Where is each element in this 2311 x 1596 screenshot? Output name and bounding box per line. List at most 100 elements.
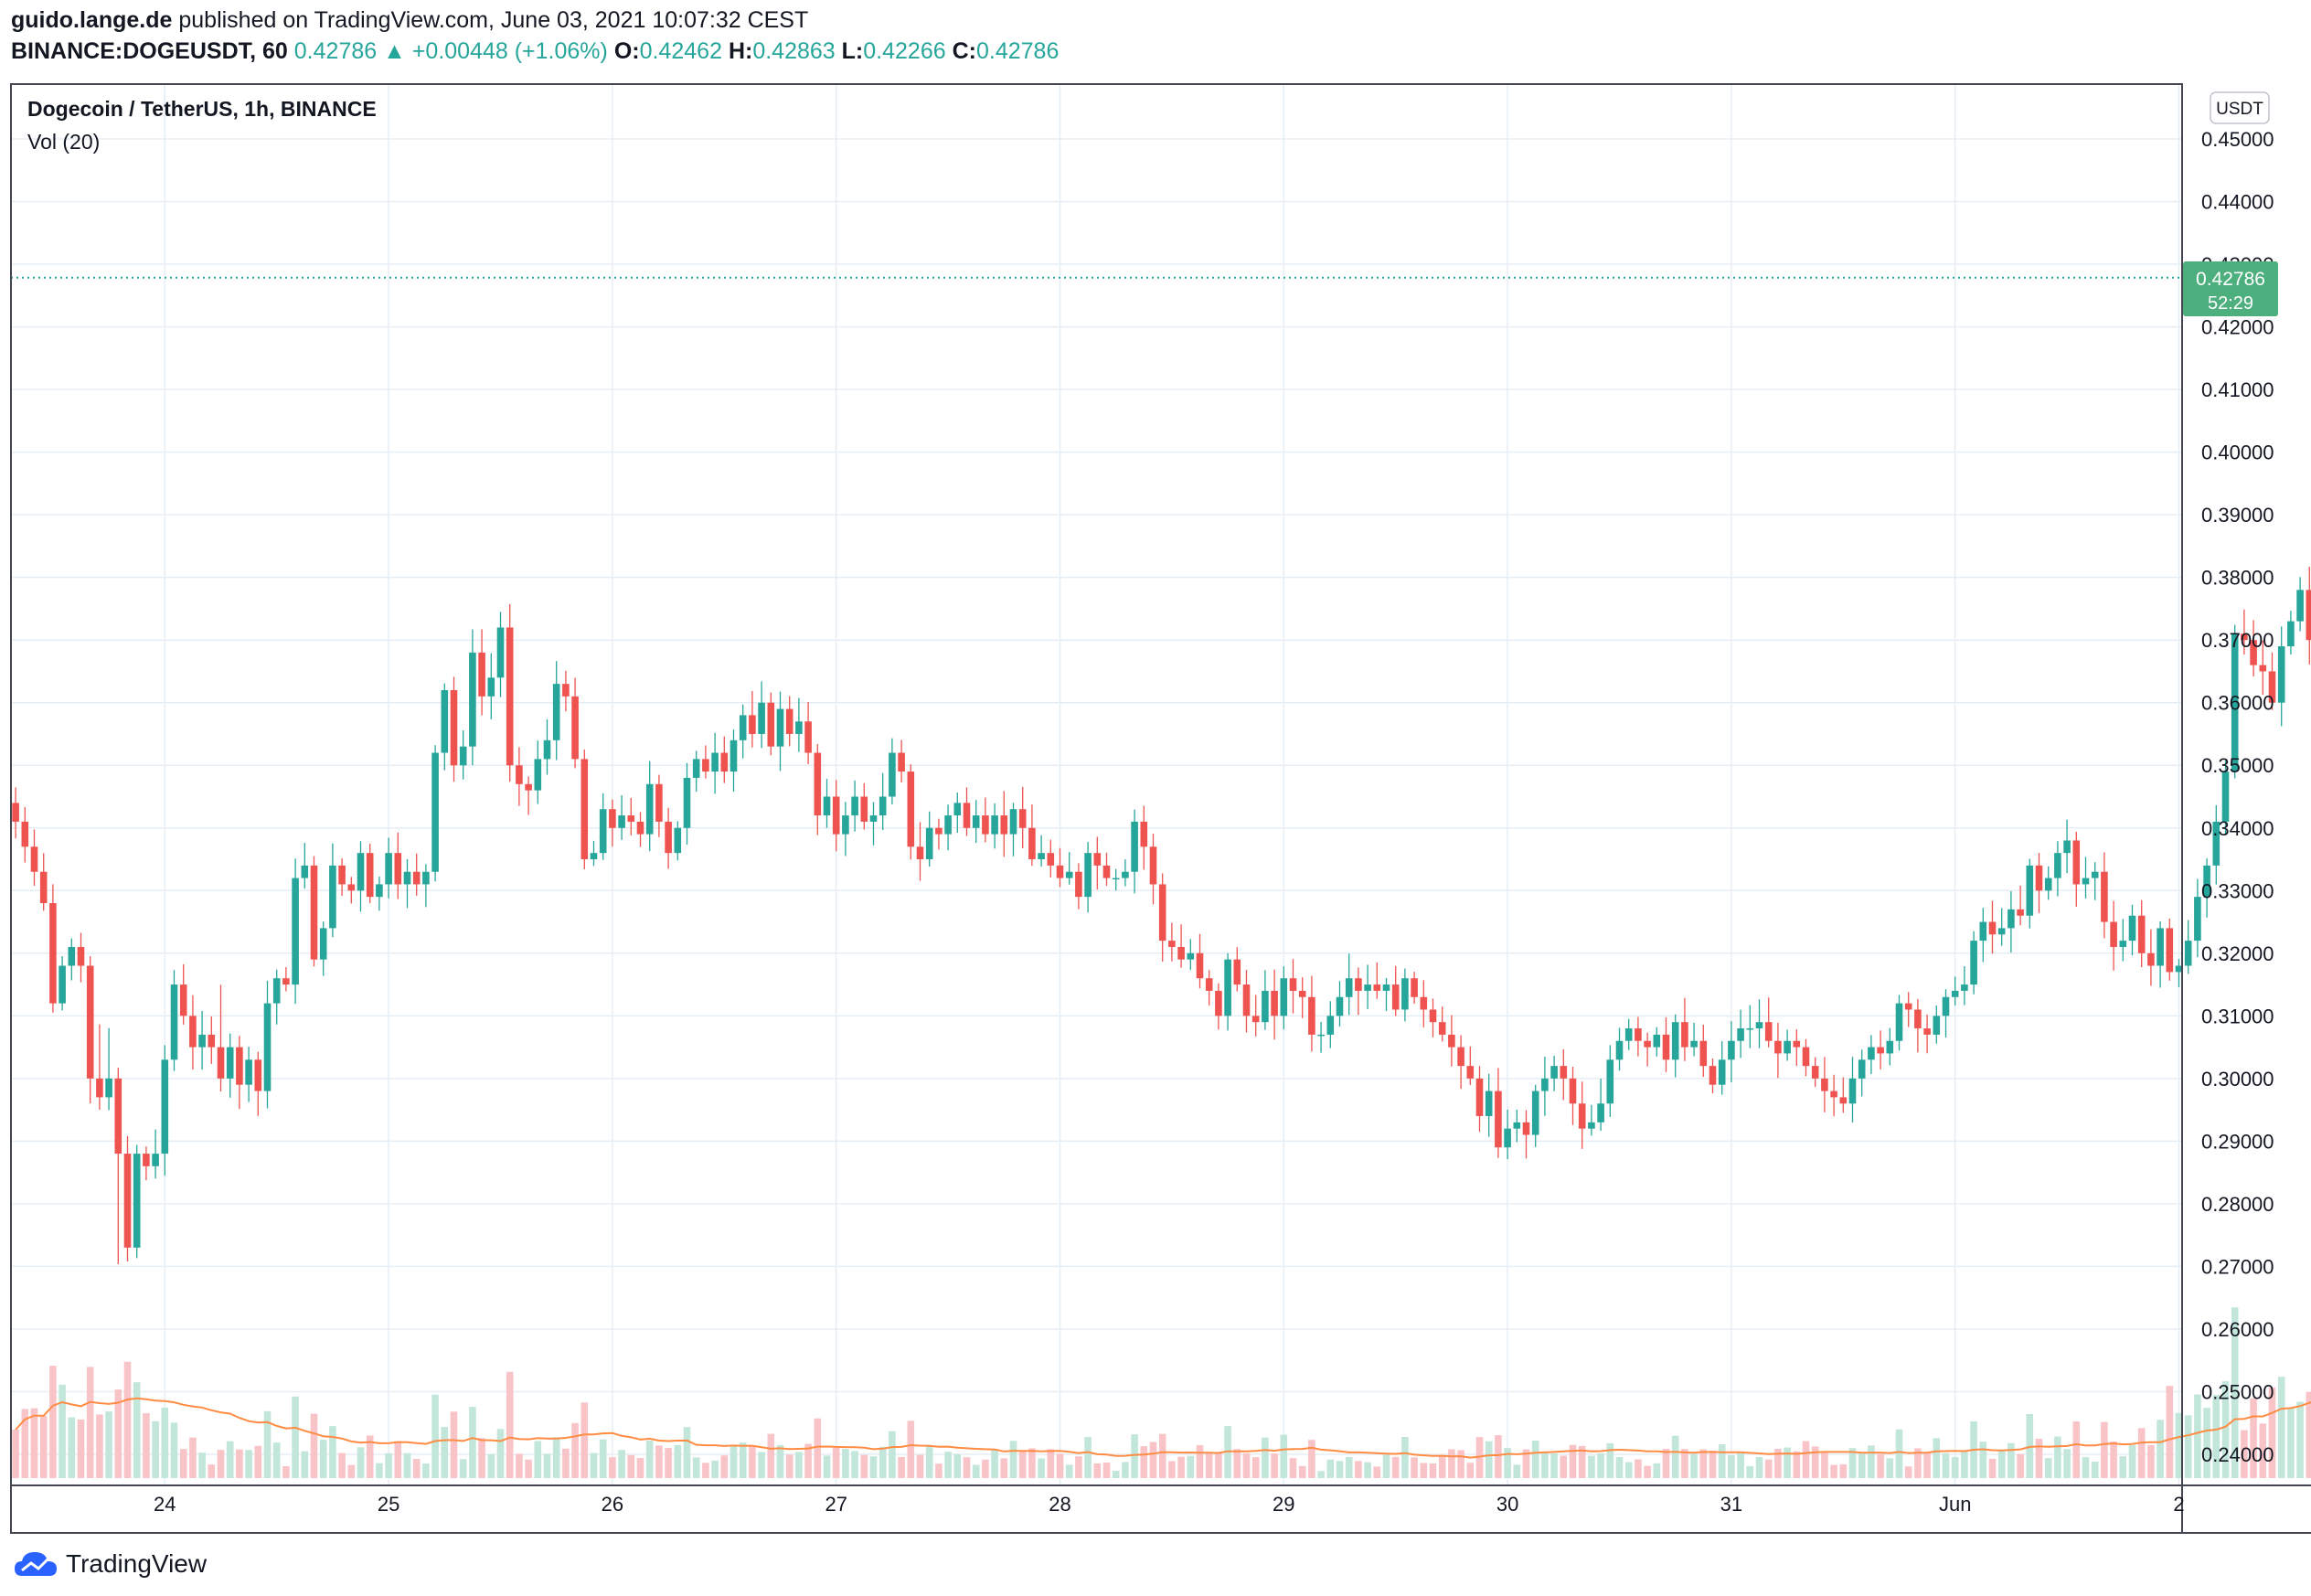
candle-body — [1187, 952, 1195, 960]
volume-bar — [1848, 1448, 1857, 1478]
candle-body — [1606, 1059, 1614, 1104]
volume-bar — [2212, 1395, 2220, 1478]
volume-bar — [1671, 1435, 1679, 1478]
price-tick-label: 0.26000 — [2201, 1318, 2274, 1341]
candle-body — [1373, 984, 1381, 991]
volume-bar — [823, 1455, 831, 1478]
candle-body — [431, 752, 439, 872]
price-axis[interactable]: 0.450000.440000.430000.420000.410000.400… — [2201, 128, 2274, 1466]
candle-body — [2306, 590, 2311, 641]
volume-bar — [2063, 1449, 2071, 1478]
volume-bar — [1251, 1457, 1260, 1478]
volume-bar — [1233, 1449, 1241, 1478]
volume-bar — [2175, 1412, 2183, 1478]
price-tick-label: 0.44000 — [2201, 191, 2274, 214]
candle-body — [785, 708, 793, 734]
candle-body — [1271, 990, 1278, 1016]
volume-bar — [319, 1440, 327, 1478]
volume-bar — [376, 1463, 383, 1478]
candle-body — [1047, 853, 1055, 866]
candle-body — [68, 946, 76, 966]
candle-body — [2147, 952, 2155, 966]
volume-bar — [1262, 1437, 1269, 1478]
author-name[interactable]: guido.lange.de — [11, 7, 173, 33]
candle-body — [1131, 821, 1138, 872]
volume-bar — [944, 1452, 952, 1478]
candle-body — [1597, 1103, 1604, 1123]
volume-bar — [469, 1407, 476, 1478]
candle-body — [1858, 1059, 1866, 1079]
volume-bar — [357, 1447, 365, 1478]
volume-bar — [1513, 1464, 1521, 1478]
candle-body — [571, 696, 579, 760]
candle-body — [2054, 853, 2061, 878]
candle-body — [301, 865, 309, 878]
candle-body — [1495, 1091, 1502, 1148]
candle-body — [935, 827, 943, 835]
volume-bar — [1923, 1452, 1931, 1478]
volume-bar — [2082, 1457, 2090, 1478]
price-tick-label: 0.29000 — [2201, 1130, 2274, 1153]
publish-info: guido.lange.de published on TradingView.… — [11, 7, 808, 34]
candle-body — [692, 759, 700, 778]
volume-bar — [2119, 1456, 2127, 1478]
volume-bar — [580, 1402, 589, 1478]
time-tick-label: 24 — [154, 1493, 176, 1516]
candle-body — [2101, 871, 2108, 922]
volume-bar — [394, 1441, 402, 1478]
volume-bar — [2110, 1441, 2117, 1478]
volume-bar — [96, 1414, 103, 1478]
candle-body — [1914, 1009, 1922, 1029]
candle-body — [879, 796, 887, 816]
candle-body — [1457, 1047, 1464, 1067]
volume-bar — [2017, 1453, 2024, 1478]
candle-body — [655, 783, 663, 822]
volume-bar — [1550, 1452, 1558, 1478]
candle-body — [1569, 1078, 1577, 1104]
currency-button[interactable]: USDT — [2210, 91, 2270, 124]
candle-body — [1224, 959, 1231, 1016]
candle-body — [2157, 928, 2164, 966]
candle-body — [1251, 1016, 1260, 1023]
volume-bar — [935, 1463, 943, 1478]
volume-bar — [2277, 1377, 2285, 1478]
candle-body — [534, 759, 542, 791]
price-chart[interactable]: Dogecoin / TetherUS, 1h, BINANCE Vol (20… — [0, 0, 2311, 1545]
volume-bar — [1784, 1447, 1791, 1478]
price-tick-label: 0.25000 — [2201, 1380, 2274, 1403]
candle-body — [898, 752, 905, 772]
time-axis[interactable]: 2425262728293031Jun23 — [154, 1493, 2311, 1516]
volume-bar — [1140, 1446, 1148, 1478]
volume-bar — [21, 1409, 29, 1478]
volume-bar — [105, 1411, 112, 1478]
volume-bar — [114, 1389, 122, 1478]
tradingview-logo[interactable]: TradingView — [13, 1548, 207, 1580]
volume-bar — [1821, 1452, 1828, 1478]
candle-body — [1839, 1097, 1848, 1104]
volume-bar — [618, 1450, 625, 1478]
volume-bar — [1895, 1429, 1903, 1478]
candle-body — [2026, 865, 2034, 916]
candle-body — [1541, 1078, 1549, 1091]
candle-body — [1018, 809, 1027, 828]
volume-bar — [1009, 1441, 1017, 1478]
volume-bar — [245, 1450, 252, 1478]
volume-bar — [1401, 1437, 1409, 1478]
volume-bar — [1951, 1456, 1959, 1478]
volume-bar — [785, 1454, 793, 1478]
candle-body — [1065, 871, 1073, 878]
volume-bar — [1541, 1452, 1549, 1478]
candle-body — [1802, 1047, 1810, 1067]
volume-bar — [814, 1418, 822, 1478]
candle-body — [2221, 771, 2230, 822]
candle-body — [1028, 827, 1036, 860]
volume-bar — [123, 1361, 132, 1478]
candle-body — [1877, 1047, 1884, 1054]
volume-bar — [1495, 1435, 1502, 1478]
volume-indicator-label[interactable]: Vol (20) — [27, 130, 100, 154]
candle-body — [2287, 621, 2295, 647]
candle-body — [245, 1059, 252, 1085]
volume-bar — [2306, 1391, 2311, 1478]
candle-body — [590, 853, 598, 860]
volume-bar — [441, 1427, 449, 1478]
